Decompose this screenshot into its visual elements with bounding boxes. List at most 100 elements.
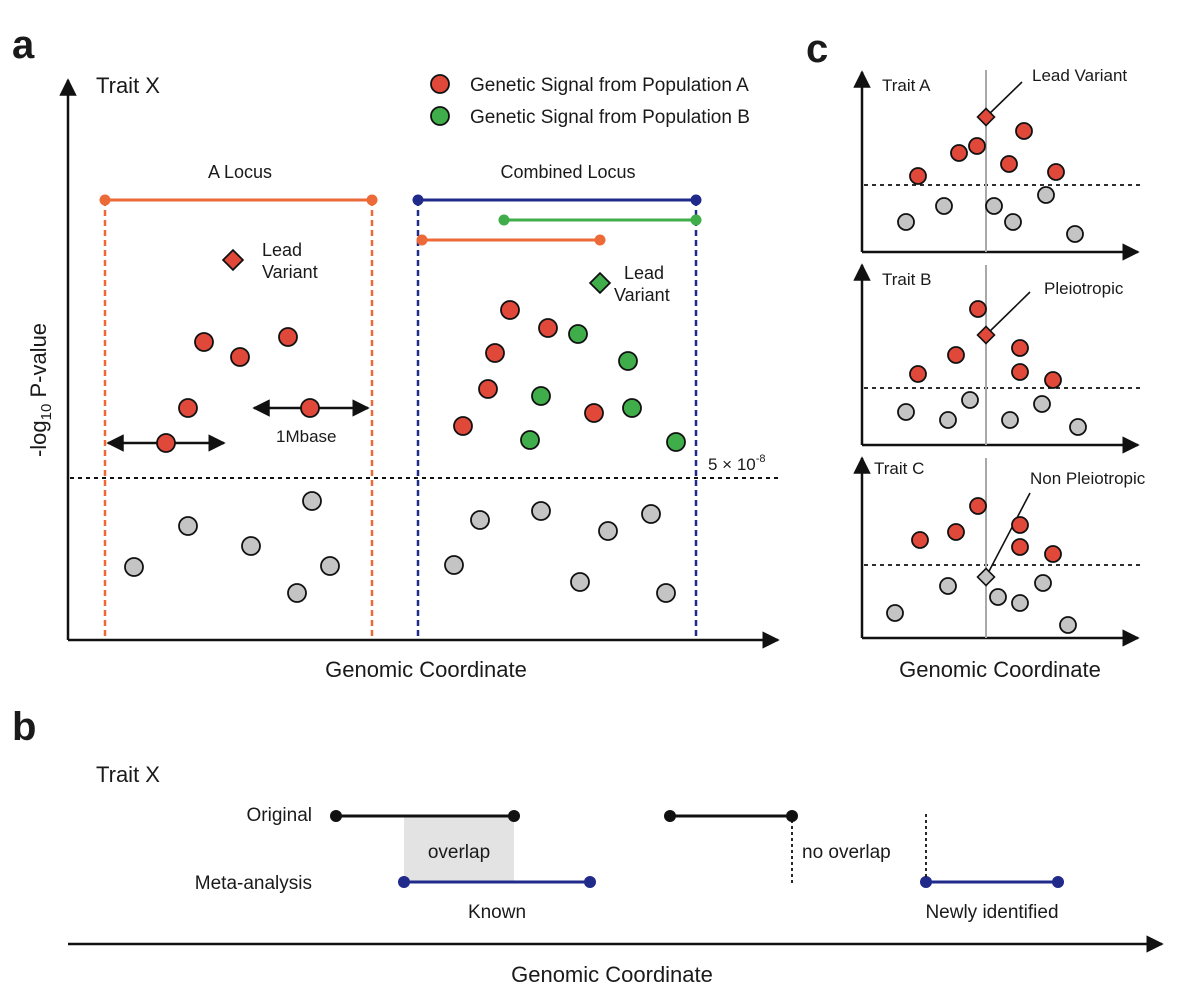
panel-c-pop-a-point xyxy=(1044,371,1062,389)
overlap-shade xyxy=(404,816,514,882)
known-label: Known xyxy=(468,902,526,923)
panel-a: a Trait X -log10 P-value Genomic Coordin… xyxy=(12,23,780,682)
panel-a-points xyxy=(124,300,686,603)
panel-c-null-point xyxy=(1069,418,1087,436)
panel-c-null-point xyxy=(939,577,957,595)
row-label-original: Original xyxy=(247,805,312,826)
panel-a-letter: a xyxy=(12,23,35,67)
panel-c-null-point xyxy=(886,604,904,622)
panel-a-pop-a-point xyxy=(278,327,298,347)
combined-locus-label: Combined Locus xyxy=(500,162,635,182)
trait-a-callout-label: Lead Variant xyxy=(1032,66,1127,85)
panel-c-pop-a-point xyxy=(969,497,987,515)
trait-b-lead-diamond xyxy=(976,325,996,345)
panel-c-pop-a-point xyxy=(1047,163,1065,181)
meta-locus-known-end xyxy=(584,876,596,888)
panel-c-null-point xyxy=(897,213,915,231)
panel-a-y-label: -log10 P-value xyxy=(26,323,55,457)
panel-b-letter: b xyxy=(12,705,36,749)
meta-locus-known-start xyxy=(398,876,410,888)
panel-a-pop-b-point xyxy=(531,386,551,406)
panel-a-pop-a-point xyxy=(194,332,214,352)
panel-a-pop-a-point xyxy=(500,300,520,320)
panel-a-pop-b-point xyxy=(568,324,588,344)
panel-a-null-point xyxy=(124,557,144,577)
lead-variant-2-line2: Variant xyxy=(614,285,670,305)
panel-a-null-point xyxy=(598,521,618,541)
trait-c-title: Trait C xyxy=(874,459,924,478)
panel-c-null-point xyxy=(989,588,1007,606)
trait-a-title: Trait A xyxy=(882,76,931,95)
panel-c-null-point xyxy=(1066,225,1084,243)
panel-a-trait-title: Trait X xyxy=(96,73,160,98)
panel-c-null-point xyxy=(939,411,957,429)
legend-label-pop-a: Genetic Signal from Population A xyxy=(470,75,749,96)
panel-a-pop-a-point xyxy=(453,416,473,436)
trait-a-callout-line xyxy=(985,81,1023,118)
trait-b-callout-line xyxy=(985,291,1031,336)
meta-locus-new-start xyxy=(920,876,932,888)
panel-c-pop-a-point xyxy=(911,531,929,549)
panel-c-null-point xyxy=(985,197,1003,215)
panel-a-pop-a-point xyxy=(485,343,505,363)
window-label: 1Mbase xyxy=(276,427,336,446)
trait-b-title: Trait B xyxy=(882,270,931,289)
trait-b-callout-label: Pleiotropic xyxy=(1044,279,1124,298)
panel-b: b Trait X Original Meta-analysis overlap… xyxy=(12,705,1164,987)
panel-a-pop-b-point xyxy=(666,432,686,452)
panel-a-pop-a-point xyxy=(538,318,558,338)
lead-variant-2-line1: Lead xyxy=(624,263,664,283)
a-locus-label: A Locus xyxy=(208,162,272,182)
panel-c-pop-a-point xyxy=(1000,155,1018,173)
panel-c-pop-a-point xyxy=(909,365,927,383)
original-locus-1-end xyxy=(508,810,520,822)
panel-c-pop-a-point xyxy=(909,167,927,185)
panel-c-null-point xyxy=(1033,395,1051,413)
panel-c-pop-a-point xyxy=(950,144,968,162)
lead-variant-1-line1: Lead xyxy=(262,240,302,260)
panel-a-null-point xyxy=(444,555,464,575)
original-locus-2-end xyxy=(786,810,798,822)
panel-a-pop-a-point xyxy=(584,403,604,423)
panel-a-null-point xyxy=(287,583,307,603)
original-locus-1-start xyxy=(330,810,342,822)
panel-c-null-point xyxy=(1001,411,1019,429)
panel-a-null-point xyxy=(570,572,590,592)
panel-b-trait-title: Trait X xyxy=(96,762,160,787)
trait-c-callout-line xyxy=(985,492,1031,578)
panel-c-null-point xyxy=(1034,574,1052,592)
panel-c-points xyxy=(886,122,1087,634)
panel-c-x-label: Genomic Coordinate xyxy=(899,657,1101,682)
panel-c-pop-a-point xyxy=(968,137,986,155)
legend-label-pop-b: Genetic Signal from Population B xyxy=(470,107,750,128)
panel-a-pop-b-point xyxy=(622,398,642,418)
panel-c-null-point xyxy=(897,403,915,421)
panel-c-pop-a-point xyxy=(969,300,987,318)
panel-c-null-point xyxy=(1004,213,1022,231)
panel-a-null-point xyxy=(241,536,261,556)
panel-c-pop-a-point xyxy=(1044,545,1062,563)
panel-a-null-point xyxy=(641,504,661,524)
panel-c-null-point xyxy=(1011,594,1029,612)
panel-c-pop-a-point xyxy=(1015,122,1033,140)
panel-a-null-point xyxy=(656,583,676,603)
pop-a-locus-end-dot xyxy=(594,234,606,246)
panel-c-pop-a-point xyxy=(1011,363,1029,381)
pop-a-locus-start-dot xyxy=(416,234,428,246)
lead-variant-1-line2: Variant xyxy=(262,262,318,282)
lead-variant-red-diamond xyxy=(221,248,245,272)
panel-a-pop-b-point xyxy=(618,351,638,371)
panel-a-legend: Genetic Signal from Population A Genetic… xyxy=(430,74,750,128)
panel-c-pop-a-point xyxy=(947,523,965,541)
trait-c-callout-label: Non Pleiotropic xyxy=(1030,469,1146,488)
panel-a-null-point xyxy=(320,556,340,576)
trait-c-lead-diamond xyxy=(976,567,996,587)
panel-c-null-point xyxy=(1059,616,1077,634)
legend-marker-pop-b xyxy=(430,106,450,126)
lead-variant-green-diamond xyxy=(588,271,612,295)
threshold-label: 5 × 10-8 xyxy=(708,453,766,474)
newly-identified-label: Newly identified xyxy=(925,902,1058,923)
original-locus-2-start xyxy=(664,810,676,822)
panel-c-null-point xyxy=(961,391,979,409)
